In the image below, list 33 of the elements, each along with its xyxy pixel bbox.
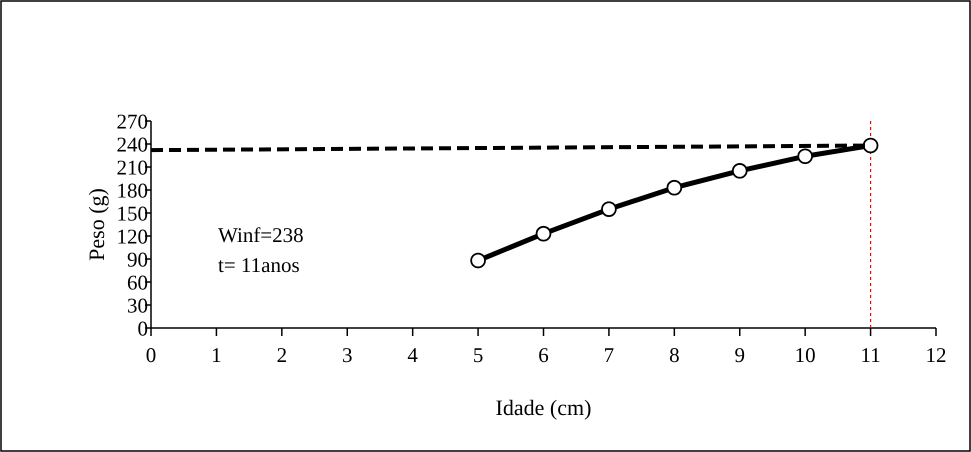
y-axis-title: Peso (g) [84, 188, 109, 261]
x-tick-label: 10 [794, 343, 816, 368]
point [666, 180, 682, 196]
point [601, 201, 617, 217]
y-tick-label: 180 [116, 178, 148, 202]
x-tick-label: 1 [211, 343, 222, 368]
x-tick-label: 9 [734, 343, 745, 368]
point [732, 163, 748, 179]
y-tick-label: 240 [116, 132, 148, 156]
point [797, 148, 813, 164]
annotation: t= 11anos [218, 253, 300, 277]
y-tick-label: 150 [116, 201, 148, 226]
y-tick-label: 120 [116, 224, 148, 248]
y-tick-label: 90 [127, 247, 148, 272]
x-tick-label: 5 [472, 343, 484, 368]
y-tick-label: 60 [127, 270, 148, 294]
x-tick-label: 2 [276, 343, 288, 368]
annotation: Winf=238 [218, 223, 304, 247]
x-tick-label: 4 [407, 343, 418, 368]
point [862, 138, 878, 154]
y-tick-label: 270 [116, 109, 148, 134]
x-tick-label: 12 [926, 343, 946, 368]
point [470, 252, 486, 268]
x-tick-label: 11 [860, 343, 881, 368]
y-tick-label: 210 [116, 155, 148, 180]
y-tick-label: 0 [138, 316, 148, 340]
point [536, 226, 552, 242]
x-axis-title: Idade (cm) [496, 395, 592, 420]
x-tick-label: 6 [538, 343, 549, 368]
y-tick-label: 30 [127, 293, 148, 318]
x-tick-label: 8 [669, 343, 680, 368]
x-tick-label: 7 [604, 343, 614, 368]
x-tick-label: 3 [342, 343, 352, 368]
